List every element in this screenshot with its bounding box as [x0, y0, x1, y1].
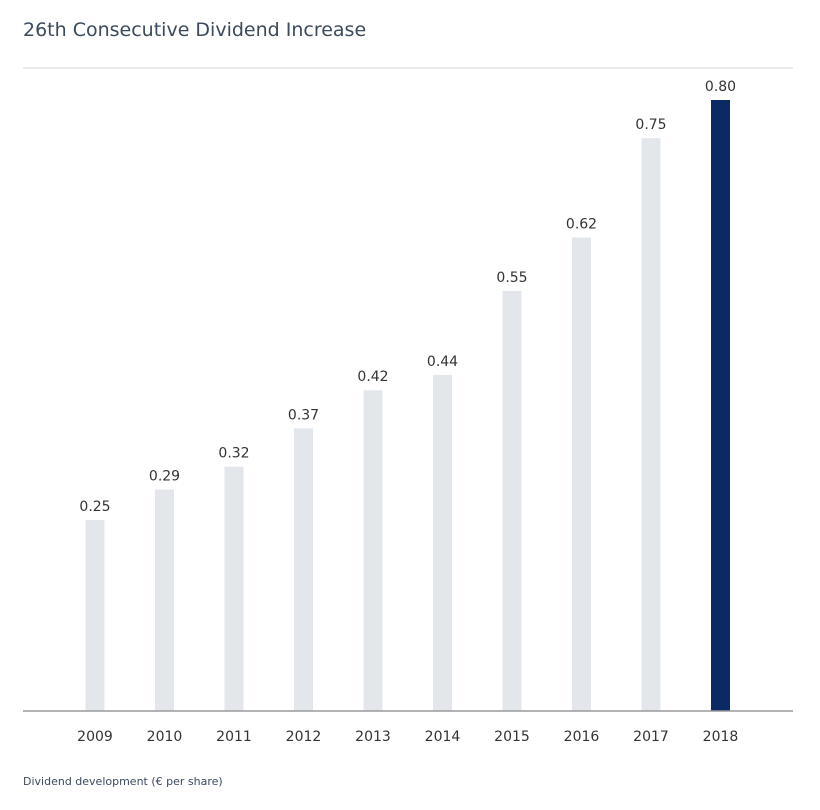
bar-value-label-2016: 0.62	[566, 216, 597, 232]
x-tick-label-2015: 2015	[494, 729, 530, 745]
bar-value-label-2013: 0.42	[357, 369, 388, 385]
x-tick-label-2016: 2016	[564, 729, 600, 745]
bar-2012	[294, 428, 313, 711]
bar-2014	[433, 374, 452, 711]
bar-value-label-2014: 0.44	[427, 354, 458, 370]
bar-value-label-2009: 0.25	[79, 499, 110, 515]
bar-2017	[641, 138, 661, 711]
bar-value-label-2012: 0.37	[288, 407, 319, 423]
bar-2016	[572, 237, 591, 711]
chart-title: 26th Consecutive Dividend Increase	[23, 19, 367, 41]
bar-value-label-2017: 0.75	[635, 117, 666, 133]
bar-2010	[155, 489, 174, 711]
bar-value-label-2018: 0.80	[705, 79, 736, 95]
x-tick-label-2013: 2013	[355, 729, 391, 745]
bar-2015	[502, 290, 522, 711]
bar-2018	[711, 100, 730, 711]
bar-labels-group: 0.25 0.29 0.32 0.37 0.42 0.44 0.55 0.62 0.75 0.80	[79, 79, 736, 515]
x-tick-label-2014: 2014	[425, 729, 461, 745]
x-tick-label-2010: 2010	[147, 729, 183, 745]
bar-value-label-2010: 0.29	[149, 469, 180, 485]
x-tick-label-2018: 2018	[703, 729, 739, 745]
chart-footnote: Dividend development (€ per share)	[23, 775, 223, 788]
bar-2013	[363, 390, 383, 711]
x-tick-label-2012: 2012	[286, 729, 322, 745]
bar-value-label-2011: 0.32	[218, 446, 249, 462]
bar-2009	[85, 520, 105, 711]
x-tick-label-2011: 2011	[216, 729, 252, 745]
x-tick-label-2017: 2017	[633, 729, 669, 745]
x-tick-label-2009: 2009	[77, 729, 113, 745]
bar-2011	[224, 466, 244, 711]
bar-value-label-2015: 0.55	[496, 270, 527, 286]
bar-chart: 0.25 0.29 0.32 0.37 0.42 0.44 0.55 0.62 0.75 0.80…	[23, 67, 793, 745]
x-tick-labels-group: 2009 2010 2011 2012 2013 2014 2015 2016 2017 2018	[77, 729, 738, 745]
bars-group	[85, 100, 730, 711]
